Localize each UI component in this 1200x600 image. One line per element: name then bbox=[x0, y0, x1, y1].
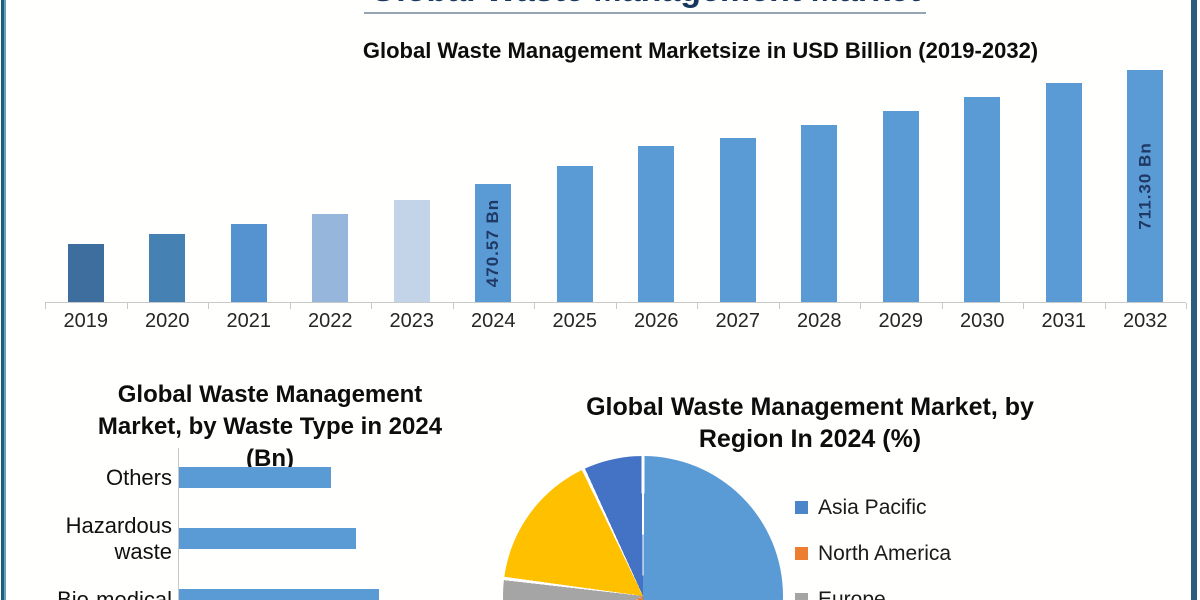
category-label: Hazardous waste bbox=[65, 512, 172, 564]
bar-slot: 711.30 Bn bbox=[1105, 68, 1187, 302]
waste-type-row: Hazardous waste bbox=[8, 513, 356, 564]
bar-slot bbox=[290, 68, 372, 302]
bar-slot bbox=[534, 68, 616, 302]
x-axis-label: 2027 bbox=[715, 310, 761, 332]
legend: Asia Pacific North America Europe bbox=[795, 495, 952, 600]
legend-swatch bbox=[795, 501, 808, 514]
category-label: Others bbox=[105, 464, 172, 490]
category-bar bbox=[179, 467, 331, 488]
axis-tick bbox=[1104, 303, 1106, 309]
bar-2030 bbox=[964, 97, 1001, 302]
bar-value-label: 470.57 Bn bbox=[475, 184, 511, 302]
axis-tick bbox=[778, 303, 780, 309]
x-axis-label: 2025 bbox=[552, 310, 598, 332]
axis-tick bbox=[1023, 303, 1024, 309]
right-border bbox=[1191, 0, 1197, 600]
bar-2024: 470.57 Bn bbox=[475, 183, 512, 302]
bar-slot: 470.57 Bn bbox=[453, 68, 535, 302]
chart-title-line: Global Waste Management bbox=[117, 381, 423, 408]
bar-slot bbox=[942, 68, 1024, 302]
x-axis-label: 2032 bbox=[1123, 310, 1168, 332]
bar-2027 bbox=[719, 137, 756, 302]
legend-item: Asia Pacific bbox=[795, 495, 951, 519]
legend-swatch bbox=[795, 593, 808, 600]
bar-2020 bbox=[149, 233, 186, 302]
axis-tick bbox=[615, 303, 617, 309]
category-label: Bio-medical bbox=[57, 586, 172, 600]
category-bar bbox=[179, 528, 356, 549]
bar-2023 bbox=[393, 199, 430, 302]
legend-swatch bbox=[795, 547, 808, 560]
bar-2026 bbox=[638, 145, 675, 302]
left-border bbox=[1, 0, 4, 600]
legend-item: Europe bbox=[795, 587, 951, 600]
left-border-inner bbox=[4, 0, 6, 600]
bar-slot bbox=[127, 68, 209, 302]
x-axis-label: 2021 bbox=[226, 310, 272, 332]
bar-2028 bbox=[801, 125, 838, 302]
bar-slot bbox=[616, 68, 698, 302]
x-axis-label: 2023 bbox=[389, 310, 435, 332]
page-title-text: Global Waste Management Market bbox=[363, 0, 927, 14]
x-axis-label: 2026 bbox=[634, 310, 679, 332]
pie bbox=[503, 456, 783, 600]
bar-2019 bbox=[67, 243, 104, 302]
bar-2031 bbox=[1045, 83, 1082, 302]
axis-tick bbox=[45, 303, 46, 309]
x-axis-label: 2029 bbox=[878, 310, 924, 332]
category-bar bbox=[179, 589, 379, 600]
category-axis-line bbox=[178, 448, 179, 600]
bar-slot bbox=[779, 68, 861, 302]
bar-2025 bbox=[556, 165, 593, 302]
bar-value-label: 711.30 Bn bbox=[1127, 70, 1163, 302]
chart-title: Global Waste Management Market, by Regio… bbox=[535, 391, 1085, 455]
bar-2021 bbox=[230, 223, 267, 302]
chart-title: Global Waste Management Marketsize in US… bbox=[362, 38, 1039, 63]
axis-tick bbox=[941, 303, 943, 309]
axis-tick bbox=[697, 303, 698, 309]
legend-label: Europe bbox=[818, 587, 886, 600]
chart-title-line: Region In 2024 (%) bbox=[698, 425, 922, 453]
bar-2032: 711.30 Bn bbox=[1127, 70, 1164, 302]
bar-slot bbox=[371, 68, 453, 302]
bar-2022 bbox=[312, 213, 349, 302]
bar-value-label-text: 711.30 Bn bbox=[1135, 142, 1155, 230]
legend-label: Asia Pacific bbox=[818, 495, 927, 519]
legend-item: North America bbox=[795, 541, 952, 565]
bar-value-label-text: 470.57 Bn bbox=[483, 198, 503, 288]
x-axis-label: 2028 bbox=[797, 310, 842, 332]
axis-tick bbox=[534, 303, 535, 309]
bar-slot bbox=[860, 68, 942, 302]
chart-title: Global Waste Management Market, by Waste… bbox=[70, 379, 470, 475]
bar-slot bbox=[45, 68, 127, 302]
axis-tick bbox=[289, 303, 291, 309]
bar-slot bbox=[697, 68, 779, 302]
bar-slot bbox=[1023, 68, 1105, 302]
x-axis-label: 2020 bbox=[145, 310, 190, 332]
x-axis-label: 2022 bbox=[308, 310, 353, 332]
axis-tick bbox=[1186, 303, 1187, 309]
x-axis-labels: 2019 2020 2021 2022 2023 2024 2025 2026 2027 2028… bbox=[45, 310, 1186, 333]
axis-tick bbox=[452, 303, 454, 309]
x-axis-label: 2019 bbox=[63, 310, 109, 332]
chart-title-line: Market, by Waste Type in 2024 bbox=[97, 413, 443, 440]
x-axis-label: 2024 bbox=[471, 310, 516, 332]
x-axis-label: 2030 bbox=[960, 310, 1005, 332]
axis-tick bbox=[371, 303, 372, 309]
axis-tick bbox=[208, 303, 209, 309]
plot-area: 470.57 Bn 711.30 Bn bbox=[45, 68, 1187, 309]
bar-slot bbox=[208, 68, 290, 302]
legend-label: North America bbox=[818, 541, 952, 565]
waste-type-row: Others bbox=[8, 464, 331, 490]
chart-title-line: Global Waste Management Market, by bbox=[586, 393, 1034, 421]
bar-2029 bbox=[882, 110, 919, 302]
waste-type-row: Bio-medical bbox=[8, 586, 379, 600]
page-title: Global Waste Management Market bbox=[45, 0, 1200, 17]
axis-tick bbox=[126, 303, 128, 309]
axis-tick bbox=[860, 303, 861, 309]
x-axis-label: 2031 bbox=[1041, 310, 1087, 332]
